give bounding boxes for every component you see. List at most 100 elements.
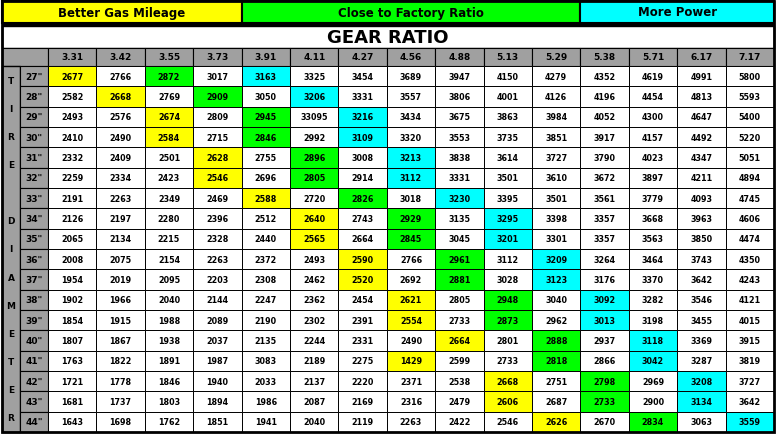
Text: 2584: 2584	[158, 133, 180, 142]
Text: I: I	[9, 245, 12, 254]
Text: 2328: 2328	[206, 235, 229, 244]
Bar	[145, 188, 193, 209]
Bar	[580, 49, 629, 67]
Text: 2554: 2554	[400, 316, 422, 325]
Bar	[629, 331, 677, 351]
Text: 2937: 2937	[594, 336, 615, 345]
Bar	[145, 310, 193, 331]
Text: 4300: 4300	[642, 113, 664, 122]
Text: 4492: 4492	[691, 133, 712, 142]
Text: 3727: 3727	[739, 377, 760, 386]
Bar	[677, 128, 726, 148]
Text: 3917: 3917	[594, 133, 615, 142]
Bar	[145, 412, 193, 432]
Text: 2606: 2606	[497, 397, 519, 406]
Text: 40": 40"	[26, 336, 43, 345]
Text: 39": 39"	[26, 316, 43, 325]
Bar	[96, 229, 145, 250]
Text: 3963: 3963	[691, 214, 712, 224]
Bar	[677, 67, 726, 87]
Text: 38": 38"	[26, 296, 43, 305]
Bar	[290, 108, 338, 128]
Text: 2929: 2929	[400, 214, 422, 224]
Text: 2969: 2969	[642, 377, 664, 386]
Text: 3455: 3455	[691, 316, 712, 325]
Text: 2490: 2490	[400, 336, 422, 345]
Text: Close to Factory Ratio: Close to Factory Ratio	[338, 7, 484, 20]
Bar	[386, 290, 435, 310]
Text: 2766: 2766	[400, 255, 422, 264]
Bar	[435, 351, 483, 371]
Text: 3689: 3689	[400, 72, 422, 82]
Text: 2095: 2095	[158, 275, 180, 284]
Text: 2316: 2316	[400, 397, 422, 406]
Text: 1846: 1846	[158, 377, 180, 386]
Text: 2189: 2189	[303, 356, 325, 365]
Text: 2423: 2423	[158, 174, 180, 183]
Text: 2546: 2546	[497, 418, 519, 426]
Bar	[532, 188, 580, 209]
Text: 3915: 3915	[739, 336, 760, 345]
Bar	[241, 2, 580, 24]
Bar	[532, 67, 580, 87]
Bar	[532, 391, 580, 412]
Bar	[193, 128, 241, 148]
Text: 2087: 2087	[303, 397, 325, 406]
Text: 4093: 4093	[691, 194, 712, 203]
Text: 3642: 3642	[691, 275, 712, 284]
Bar	[629, 371, 677, 391]
Bar	[20, 168, 48, 188]
Bar	[193, 188, 241, 209]
Text: 4126: 4126	[545, 93, 567, 102]
Text: 4454: 4454	[642, 93, 664, 102]
Bar	[96, 49, 145, 67]
Text: E: E	[8, 385, 14, 395]
Text: 5220: 5220	[739, 133, 761, 142]
Bar	[677, 310, 726, 331]
Text: 2769: 2769	[158, 93, 180, 102]
Text: 2263: 2263	[400, 418, 422, 426]
Bar	[241, 351, 290, 371]
Bar	[677, 331, 726, 351]
Text: 1822: 1822	[109, 356, 132, 365]
Text: 2640: 2640	[303, 214, 325, 224]
Text: 2805: 2805	[303, 174, 325, 183]
Text: 3.55: 3.55	[158, 53, 180, 62]
Text: 31": 31"	[26, 154, 43, 163]
Bar	[241, 290, 290, 310]
Bar	[48, 168, 96, 188]
Bar	[580, 290, 629, 310]
Text: 3668: 3668	[642, 214, 664, 224]
Bar	[145, 290, 193, 310]
Text: T: T	[8, 76, 14, 85]
Bar	[386, 168, 435, 188]
Text: 4474: 4474	[739, 235, 760, 244]
Bar	[20, 87, 48, 108]
Text: 33": 33"	[26, 194, 43, 203]
Text: 3123: 3123	[545, 275, 567, 284]
Text: 2992: 2992	[303, 133, 325, 142]
Text: 2263: 2263	[109, 194, 132, 203]
Bar	[2, 24, 774, 27]
Bar	[580, 412, 629, 432]
Text: 3434: 3434	[400, 113, 422, 122]
Text: 1938: 1938	[158, 336, 180, 345]
Text: 2479: 2479	[449, 397, 470, 406]
Bar	[20, 331, 48, 351]
Text: 4279: 4279	[545, 72, 567, 82]
Text: 2520: 2520	[352, 275, 374, 284]
Text: 1986: 1986	[255, 397, 277, 406]
Bar	[145, 148, 193, 168]
Bar	[483, 391, 532, 412]
Bar	[193, 412, 241, 432]
Text: 2154: 2154	[158, 255, 180, 264]
Bar	[629, 128, 677, 148]
Text: 1966: 1966	[109, 296, 132, 305]
Bar	[241, 412, 290, 432]
Bar	[48, 391, 96, 412]
Bar	[241, 49, 290, 67]
Text: 5800: 5800	[739, 72, 760, 82]
Text: 1854: 1854	[61, 316, 83, 325]
Bar	[48, 188, 96, 209]
Text: 37": 37"	[26, 275, 43, 284]
